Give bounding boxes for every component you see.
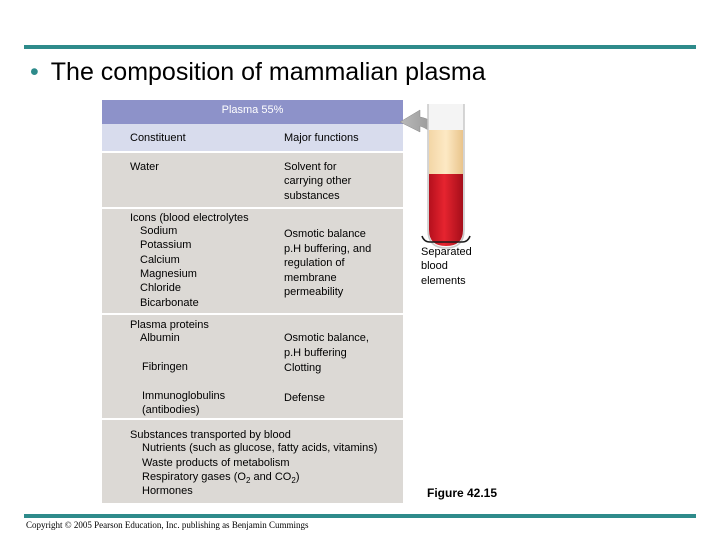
plasma-header: Plasma 55% (102, 100, 403, 124)
figure-label: Figure 42.15 (427, 486, 498, 500)
transported-substances-box: Substances transported by blood Nutrient… (102, 420, 403, 503)
separated-label-1: Separated (421, 246, 472, 258)
water-constituent: Water (130, 161, 159, 173)
top-rule (24, 45, 696, 49)
gases-sub-1: 2 (245, 476, 251, 486)
ion-calcium: Calcium (140, 254, 180, 266)
ions-function-5: permeability (284, 286, 344, 298)
bullet-icon: • (30, 58, 39, 86)
bottom-rule (24, 514, 696, 518)
functions-header: Major functions (284, 132, 359, 144)
separated-elements-label: Separated blood elements (421, 245, 472, 288)
ions-row: Icons (blood electrolytes Sodium Potassi… (102, 209, 403, 313)
separated-label-3: elements (421, 274, 466, 287)
gases-mid: and CO (250, 471, 292, 483)
separated-bracket (421, 235, 471, 243)
column-header-row: Constituent Major functions (102, 124, 403, 151)
ions-function-4: membrane (284, 272, 337, 284)
fibringen-function: Clotting (284, 362, 322, 374)
plasma-layer (429, 130, 463, 174)
proteins-heading: Plasma proteins (130, 319, 209, 331)
water-function-2: carrying other (284, 175, 352, 187)
transported-nutrients: Nutrients (such as glucose, fatty acids,… (142, 442, 378, 454)
immuno-label-1: Immunoglobulins (142, 390, 226, 402)
ions-constituent: Icons (blood electrolytes (130, 212, 249, 224)
transported-gases: Respiratory gases (O2 and CO2) (142, 470, 299, 489)
ions-function-1: Osmotic balance (284, 228, 366, 240)
ion-chloride: Chloride (140, 282, 181, 294)
separated-label-2: blood (421, 260, 448, 273)
copyright-text: Copyright © 2005 Pearson Education, Inc.… (26, 520, 309, 530)
constituent-header: Constituent (130, 132, 186, 144)
gases-suffix: ) (295, 471, 300, 483)
test-tube-illustration (399, 104, 471, 249)
albumin-function-2: p.H buffering (284, 347, 347, 359)
ion-potassium: Potassium (140, 239, 192, 251)
albumin-label: Albumin (140, 332, 180, 344)
immuno-label-2: (antibodies) (142, 404, 200, 416)
plasma-table: Plasma 55% Constituent Major functions W… (102, 100, 403, 418)
water-function-1: Solvent for (284, 161, 337, 173)
ions-function-3: regulation of (284, 257, 345, 269)
proteins-row: Plasma proteins Albumin Osmotic balance,… (102, 315, 403, 418)
water-function-3: substances (284, 190, 340, 202)
transported-heading: Substances transported by blood (130, 429, 291, 441)
gases-sub-2: 2 (291, 476, 296, 486)
water-row: Water Solvent for carrying other substan… (102, 153, 403, 207)
immuno-function: Defense (284, 392, 325, 404)
ion-sodium: Sodium (140, 225, 178, 237)
blood-cells-layer (429, 174, 463, 246)
slide-title-text: The composition of mammalian plasma (50, 58, 486, 86)
fibringen-label: Fibringen (142, 361, 188, 373)
gases-prefix: Respiratory gases (O (142, 471, 246, 483)
ion-bicarbonate: Bicarbonate (140, 297, 199, 309)
transported-hormones: Hormones (142, 485, 193, 497)
transported-waste: Waste products of metabolism (142, 457, 290, 469)
slide-title: • The composition of mammalian plasma (30, 58, 486, 87)
ions-function-2: p.H buffering, and (284, 243, 372, 255)
ion-magnesium: Magnesium (140, 268, 197, 280)
albumin-function-1: Osmotic balance, (284, 332, 369, 344)
